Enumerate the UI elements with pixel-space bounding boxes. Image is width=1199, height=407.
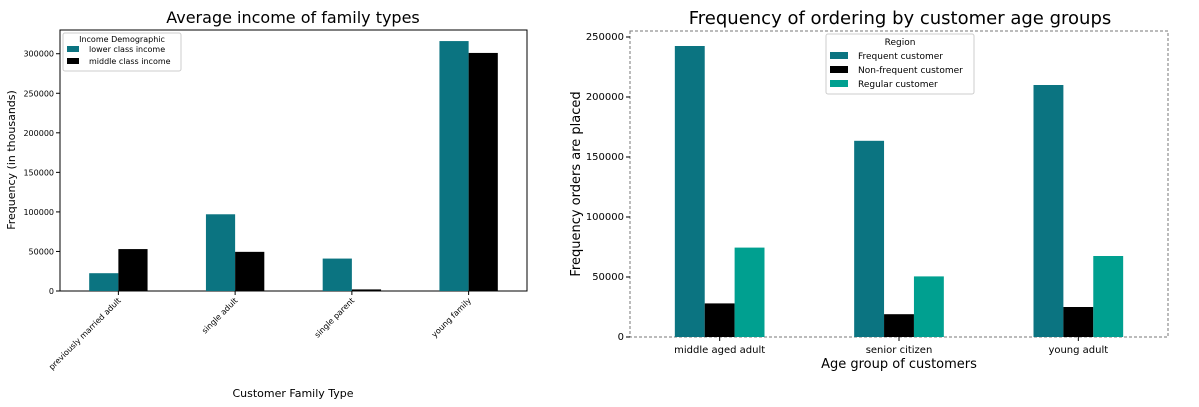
chart1-bar-middle-class-income-young-family — [468, 52, 498, 291]
chart1-y-tick-label: 250000 — [23, 89, 54, 98]
chart2-x-axis-label: Age group of customers — [821, 357, 977, 372]
chart1-y-tick-label: 200000 — [23, 129, 54, 138]
chart1-bar-lower-class-income-previously-married-adult — [89, 273, 119, 291]
chart1-legend-swatch-lower — [67, 46, 79, 52]
chart1-y-axis: 0 50000 100000 150000 200000 250000 300000 — [23, 50, 60, 296]
chart1-title: Average income of family types — [166, 8, 420, 27]
chart2-legend-label-frequent: Frequent customer — [858, 52, 943, 62]
chart1-bars — [89, 41, 498, 292]
chart2-bar-frequent-customer-young-adult — [1033, 85, 1064, 337]
chart2-legend-label-nonfrequent: Non-frequent customer — [858, 66, 963, 76]
chart2-title: Frequency of ordering by customer age gr… — [689, 8, 1112, 29]
chart2-bar-regular-customer-middle-aged-adult — [734, 247, 765, 337]
chart2-y-tick-label: 50000 — [592, 272, 624, 283]
chart-family-income: Average income of family types 0 50000 100… — [5, 8, 528, 400]
chart1-legend-label-lower: lower class income — [89, 45, 165, 54]
chart-age-groups: Frequency of ordering by customer age gr… — [569, 8, 1169, 372]
chart1-legend-title: Income Demographic — [79, 35, 165, 44]
chart1-y-tick-label: 100000 — [23, 208, 54, 217]
chart2-y-tick-label: 0 — [618, 332, 624, 343]
chart1-bar-lower-class-income-young-family — [439, 41, 469, 292]
chart1-y-tick-label: 50000 — [29, 247, 54, 256]
chart2-x-tick-label: middle aged adult — [674, 345, 765, 356]
chart1-bar-middle-class-income-previously-married-adult — [118, 249, 148, 291]
chart1-bar-middle-class-income-single-parent — [351, 289, 382, 291]
chart2-y-tick-label: 150000 — [586, 152, 624, 163]
chart1-legend-swatch-middle — [67, 58, 79, 64]
chart1-x-tick-label: previously married adult — [47, 296, 123, 372]
chart2-legend-swatch-nonfrequent — [830, 66, 848, 73]
chart2-bar-non-frequent-customer-middle-aged-adult — [704, 303, 735, 337]
chart2-bar-frequent-customer-senior-citizen — [854, 140, 885, 337]
chart1-x-tick-label: single adult — [200, 296, 239, 335]
chart2-bar-regular-customer-young-adult — [1093, 256, 1124, 337]
chart2-legend-frame — [825, 33, 975, 95]
chart1-y-tick-label: 300000 — [23, 50, 54, 59]
chart2-bar-non-frequent-customer-senior-citizen — [884, 314, 914, 337]
chart2-legend-label-regular: Regular customer — [858, 80, 938, 90]
chart1-x-tick-label: young family — [430, 296, 473, 339]
chart1-y-tick-label: 150000 — [23, 168, 54, 177]
chart1-bar-lower-class-income-single-parent — [322, 258, 352, 291]
chart2-y-axis: 0 50000 100000 150000 200000 250000 — [586, 32, 630, 343]
chart2-y-tick-label: 200000 — [586, 92, 624, 103]
chart1-x-axis-label: Customer Family Type — [232, 387, 353, 400]
chart2-x-tick-label: young adult — [1048, 345, 1108, 356]
chart2-y-tick-label: 100000 — [586, 212, 624, 223]
chart2-legend-swatch-regular — [830, 80, 848, 87]
chart2-legend: Region Frequent customer Non-frequent cu… — [825, 33, 975, 95]
chart1-y-axis-label: Frequency (in thousands) — [5, 90, 18, 230]
chart1-legend-frame — [62, 32, 182, 72]
chart1-legend: Income Demographic lower class income mi… — [62, 32, 182, 72]
chart2-y-axis-label: Frequency orders are placed — [569, 91, 584, 276]
chart1-plot-frame — [59, 29, 528, 292]
chart2-x-axis: middle aged adult senior citizen young adu… — [674, 337, 1108, 356]
chart1-y-tick-label: 0 — [49, 287, 54, 296]
chart1-bar-lower-class-income-single-adult — [205, 214, 236, 291]
chart2-bars — [674, 46, 1124, 337]
chart2-bar-frequent-customer-middle-aged-adult — [674, 46, 705, 337]
chart1-bar-middle-class-income-single-adult — [235, 251, 265, 291]
chart1-legend-label-middle: middle class income — [89, 57, 171, 66]
chart2-legend-title: Region — [885, 38, 916, 48]
chart1-x-axis: previously married adult single adult sing… — [47, 291, 473, 372]
chart2-bar-regular-customer-senior-citizen — [913, 276, 944, 337]
chart2-y-tick-label: 250000 — [586, 32, 624, 43]
chart1-x-tick-label: single parent — [313, 296, 356, 339]
chart2-legend-swatch-frequent — [830, 52, 848, 59]
chart2-x-tick-label: senior citizen — [866, 345, 933, 356]
chart2-bar-non-frequent-customer-young-adult — [1063, 307, 1094, 337]
